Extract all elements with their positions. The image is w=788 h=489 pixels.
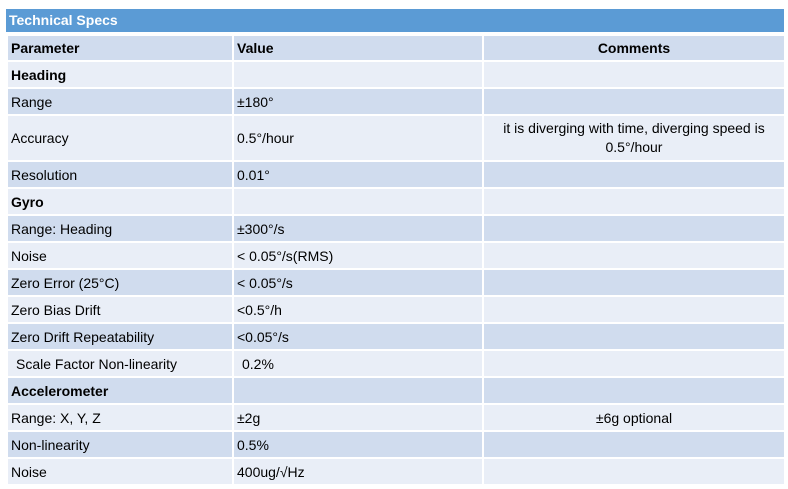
comment-cell — [482, 349, 786, 378]
value-cell: ±300°/s — [232, 214, 484, 243]
column-header-comments: Comments — [482, 34, 786, 62]
comment-cell — [482, 87, 786, 116]
comment-cell — [482, 430, 786, 459]
section-row-gyro: Gyro — [6, 187, 786, 216]
column-header-parameter: Parameter — [6, 34, 234, 62]
comment-cell: ±6g optional — [482, 403, 786, 432]
value-cell: <0.05°/s — [232, 322, 484, 351]
comment-cell — [482, 295, 786, 324]
value-cell: 400ug/√Hz — [232, 457, 484, 486]
value-cell: < 0.05°/s(RMS) — [232, 241, 484, 270]
section-title: Accelerometer — [6, 376, 234, 405]
parameter-cell: Noise — [6, 457, 234, 486]
table-row: Accuracy 0.5°/hour it is diverging with … — [6, 114, 786, 162]
comment-cell — [482, 214, 786, 243]
table-row: Noise 400ug/√Hz — [6, 457, 786, 486]
table-cell — [232, 187, 484, 216]
column-header-value: Value — [232, 34, 484, 62]
value-cell: ±180° — [232, 87, 484, 116]
section-title: Gyro — [6, 187, 234, 216]
comment-cell — [482, 268, 786, 297]
parameter-cell: Zero Error (25°C) — [6, 268, 234, 297]
comment-cell: it is diverging with time, diverging spe… — [482, 114, 786, 162]
table-row: Resolution 0.01° — [6, 160, 786, 189]
table-cell — [232, 376, 484, 405]
comment-cell — [482, 322, 786, 351]
value-cell: <0.5°/h — [232, 295, 484, 324]
table-row: Zero Bias Drift <0.5°/h — [6, 295, 786, 324]
comment-line: it is diverging with time, diverging spe… — [503, 120, 765, 136]
table-row: Range: X, Y, Z ±2g ±6g optional — [6, 403, 786, 432]
comment-cell — [482, 241, 786, 270]
section-row-accelerometer: Accelerometer — [6, 376, 786, 405]
parameter-cell: Range: X, Y, Z — [6, 403, 234, 432]
value-cell: 0.2% — [232, 349, 484, 378]
value-cell: 0.5°/hour — [232, 114, 484, 162]
value-cell: 0.5% — [232, 430, 484, 459]
value-cell: ±2g — [232, 403, 484, 432]
parameter-cell: Range: Heading — [6, 214, 234, 243]
parameter-cell: Non-linearity — [6, 430, 234, 459]
comment-line: 0.5°/hour — [605, 139, 663, 155]
parameter-cell: Noise — [6, 241, 234, 270]
specs-sheet: Technical Specs Parameter Value Comments… — [6, 9, 786, 486]
section-title: Heading — [6, 60, 234, 89]
table-row: Scale Factor Non-linearity 0.2% — [6, 349, 786, 378]
specs-table: Parameter Value Comments Heading Range ±… — [6, 34, 786, 486]
parameter-cell: Accuracy — [6, 114, 234, 162]
parameter-cell: Scale Factor Non-linearity — [6, 349, 234, 378]
table-title: Technical Specs — [6, 9, 784, 34]
value-cell: 0.01° — [232, 160, 484, 189]
table-row: Non-linearity 0.5% — [6, 430, 786, 459]
table-cell — [482, 376, 786, 405]
table-cell — [482, 187, 786, 216]
parameter-cell: Zero Bias Drift — [6, 295, 234, 324]
table-cell — [482, 60, 786, 89]
value-cell: < 0.05°/s — [232, 268, 484, 297]
table-cell — [232, 60, 484, 89]
table-row: Zero Error (25°C) < 0.05°/s — [6, 268, 786, 297]
parameter-cell: Range — [6, 87, 234, 116]
table-row: Range ±180° — [6, 87, 786, 116]
table-row: Range: Heading ±300°/s — [6, 214, 786, 243]
comment-cell — [482, 160, 786, 189]
comment-cell — [482, 457, 786, 486]
table-row: Noise < 0.05°/s(RMS) — [6, 241, 786, 270]
table-row: Zero Drift Repeatability <0.05°/s — [6, 322, 786, 351]
header-row: Parameter Value Comments — [6, 34, 786, 62]
parameter-cell: Resolution — [6, 160, 234, 189]
section-row-heading: Heading — [6, 60, 786, 89]
parameter-cell: Zero Drift Repeatability — [6, 322, 234, 351]
